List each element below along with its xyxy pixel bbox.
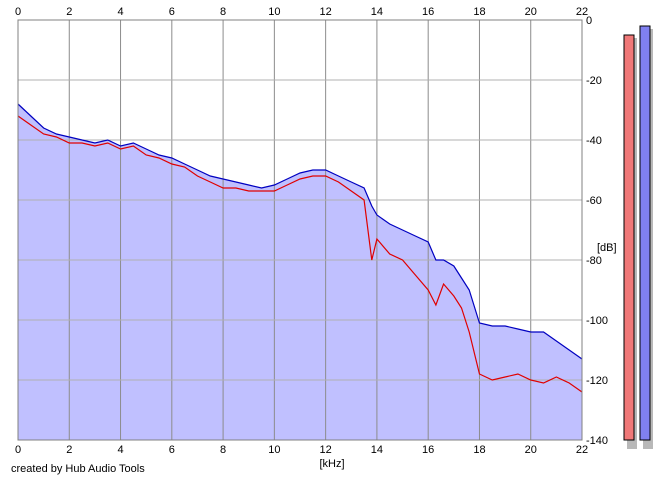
x-tick-label-bottom: 22 bbox=[576, 444, 588, 456]
x-tick-label-top: 8 bbox=[220, 6, 226, 18]
x-tick-label-top: 18 bbox=[473, 6, 485, 18]
credit-text: created by Hub Audio Tools bbox=[11, 463, 145, 475]
x-tick-label-bottom: 6 bbox=[169, 444, 175, 456]
area-layer bbox=[18, 104, 582, 440]
x-tick-label-top: 12 bbox=[320, 6, 332, 18]
x-tick-label-bottom: 8 bbox=[220, 444, 226, 456]
x-tick-label-bottom: 12 bbox=[320, 444, 332, 456]
x-tick-label-top: 6 bbox=[169, 6, 175, 18]
y-tick-labels: 0 -20 -40 -60 -80 -100 -120 -140 bbox=[586, 15, 608, 447]
x-tick-labels-bottom: 0 2 4 6 8 10 12 14 16 18 20 22 bbox=[15, 444, 588, 456]
y-tick-label: -80 bbox=[586, 255, 602, 267]
level-meter-bar bbox=[639, 25, 651, 441]
x-tick-label-bottom: 20 bbox=[525, 444, 537, 456]
x-tick-label-bottom: 2 bbox=[66, 444, 72, 456]
x-tick-label-bottom: 10 bbox=[268, 444, 280, 456]
x-tick-label-top: 0 bbox=[15, 6, 21, 18]
y-tick-label: -40 bbox=[586, 135, 602, 147]
level-meters bbox=[623, 25, 653, 449]
x-tick-label-top: 20 bbox=[525, 6, 537, 18]
x-tick-label-bottom: 4 bbox=[117, 444, 123, 456]
y-tick-label: -20 bbox=[586, 75, 602, 87]
x-tick-label-bottom: 0 bbox=[15, 444, 21, 456]
x-tick-label-bottom: 18 bbox=[473, 444, 485, 456]
x-axis-label: [kHz] bbox=[319, 458, 344, 470]
x-tick-label-top: 2 bbox=[66, 6, 72, 18]
y-tick-label: -100 bbox=[586, 315, 608, 327]
level-meter-bar bbox=[623, 34, 635, 441]
series-line-1 bbox=[17, 115, 583, 393]
x-tick-label-top: 22 bbox=[576, 6, 588, 18]
y-tick-label: -60 bbox=[586, 195, 602, 207]
y-axis-label: [dB] bbox=[597, 242, 617, 254]
series-line-0 bbox=[17, 103, 583, 360]
x-tick-label-bottom: 16 bbox=[422, 444, 434, 456]
plot-frame bbox=[17, 19, 583, 441]
x-tick-label-top: 16 bbox=[422, 6, 434, 18]
x-tick-label-top: 14 bbox=[371, 6, 383, 18]
spectrum-fill bbox=[18, 104, 582, 440]
x-tick-labels-top: 0 2 4 6 8 10 12 14 16 18 20 22 bbox=[15, 6, 588, 18]
x-tick-label-top: 10 bbox=[268, 6, 280, 18]
x-tick-label-top: 4 bbox=[117, 6, 123, 18]
x-tick-label-bottom: 14 bbox=[371, 444, 383, 456]
y-tick-label: -120 bbox=[586, 375, 608, 387]
y-tick-label: 0 bbox=[586, 15, 592, 27]
line-layer bbox=[17, 103, 583, 393]
y-tick-label: -140 bbox=[586, 435, 608, 447]
